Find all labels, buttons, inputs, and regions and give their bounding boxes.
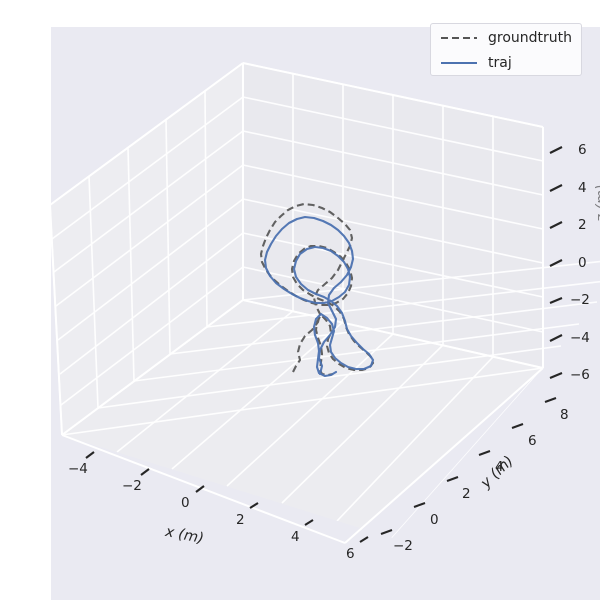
legend-line-solid-icon (441, 61, 477, 65)
x-tick-label: −2 (122, 478, 142, 494)
z-tick-label: 6 (578, 142, 587, 158)
y-tick-label: −2 (393, 538, 413, 554)
grid-right-wall (242, 62, 544, 369)
floor-clip-left (51, 435, 392, 600)
series-traj (263, 215, 375, 378)
tick-marks-z-axis (549, 146, 563, 379)
legend-line-dashed-icon (441, 36, 477, 40)
z-tick-label: −2 (570, 292, 590, 308)
legend-label: groundtruth (488, 30, 573, 46)
z-tick-label: −4 (570, 330, 590, 346)
y-tick-label: 4 (495, 459, 504, 475)
x-tick-label: 6 (346, 546, 355, 562)
tick-marks-x-axis (85, 451, 369, 543)
legend-entry-groundtruth[interactable]: groundtruth (431, 25, 581, 51)
floor-clip-right (392, 361, 600, 600)
tick-marks-y-axis (380, 397, 557, 535)
z-tick-label: 0 (578, 255, 587, 271)
pane-left-wall (50, 63, 243, 435)
y-tick-label: 8 (560, 407, 569, 423)
x-tick-label: −4 (68, 461, 88, 477)
legend-label: traj (488, 55, 512, 71)
pane-floor (62, 300, 543, 543)
y-tick-label: 2 (462, 486, 471, 502)
z-tick-label: 4 (578, 180, 587, 196)
x-tick-label: 4 (291, 529, 300, 545)
x-tick-label: 2 (236, 512, 245, 528)
y-tick-label: 0 (430, 512, 439, 528)
legend[interactable]: groundtruth traj (430, 23, 582, 76)
x-tick-label: 0 (181, 495, 190, 511)
z-tick-label: −6 (570, 367, 590, 383)
pane-edges (49, 62, 544, 544)
y-tick-label: 6 (528, 433, 537, 449)
z-tick-label: 2 (578, 217, 587, 233)
legend-entry-traj[interactable]: traj (431, 50, 581, 76)
z-axis-title: z (m) (594, 184, 600, 222)
